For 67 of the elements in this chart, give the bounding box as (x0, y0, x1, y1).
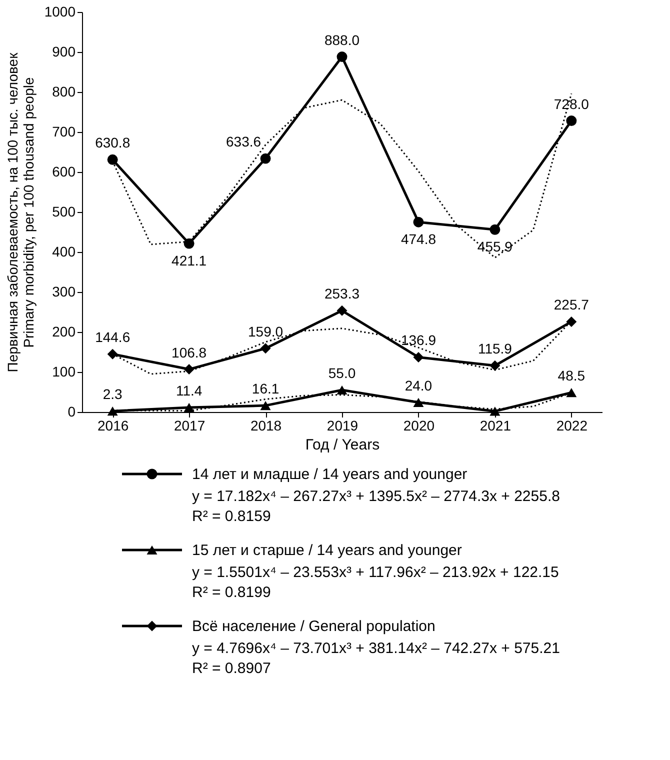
x-axis-title: Год / Years (305, 436, 380, 454)
data-label: 48.5 (558, 368, 586, 384)
x-tick-label: 2018 (250, 418, 282, 434)
point (260, 401, 271, 410)
point (260, 343, 271, 354)
data-label: 115.9 (478, 340, 512, 357)
y-tick-label: 600 (52, 164, 76, 180)
y-tick-label: 800 (52, 84, 76, 100)
text: R² = 0.8199 (192, 584, 271, 601)
point (107, 348, 118, 360)
point (413, 352, 424, 362)
y-tick-label: 500 (52, 204, 76, 220)
x-tick-label: 2020 (403, 418, 435, 434)
data-label: 633.6 (226, 134, 262, 150)
data-label: 24.0 (404, 377, 432, 394)
y-tick-label: 900 (52, 44, 76, 60)
legend-label: 15 лет и старше / 14 years and younger (192, 542, 462, 559)
point (566, 316, 577, 327)
point (413, 216, 424, 228)
data-label: 11.4 (176, 382, 202, 398)
y-tick-label: 0 (68, 404, 76, 420)
point (566, 388, 577, 398)
point (260, 153, 271, 164)
y-tick-label: 700 (52, 124, 76, 140)
data-label: 455.9 (477, 238, 513, 255)
y-tick-label: 1000 (44, 4, 76, 20)
text: y = 17.182x⁴ – 267.27x³ + 1395.5x² – 2774.3x + 2255.8 (192, 488, 560, 505)
text: R² = 0.8907 (192, 660, 271, 677)
x-tick-label: 2019 (326, 418, 358, 434)
point (336, 52, 348, 62)
data-label: 253.3 (324, 286, 360, 302)
point (490, 224, 500, 235)
y-tick-label: 200 (52, 324, 76, 340)
data-label: 144.6 (95, 329, 130, 346)
data-label: 16.1 (252, 380, 280, 397)
point (336, 305, 348, 316)
data-label: 2.3 (102, 386, 123, 402)
data-label: 630.8 (95, 134, 130, 151)
y-tick-label: 100 (52, 364, 76, 380)
data-label: 55.0 (328, 365, 356, 381)
data-label: 728.0 (554, 96, 590, 112)
x-tick-label: 2016 (98, 418, 129, 434)
y-axis-title: Первичная заболеваемость, на 100 тыс. человек Primary morbidity, per 100 thousand people (4, 52, 36, 372)
data-label: 888.0 (324, 32, 360, 48)
y-tick-label: 300 (52, 284, 76, 300)
x-tick-label: 2017 (174, 418, 206, 434)
legend-label: 14 лет и младше / 14 years and younger (192, 466, 468, 483)
x-tick-label: 2021 (480, 418, 512, 434)
x-tick-label: 2022 (556, 418, 588, 434)
text: R² = 0.8159 (192, 508, 271, 525)
point (336, 385, 348, 395)
y-tick-label: 400 (52, 244, 76, 260)
data-label: 159.0 (248, 323, 284, 340)
data-label: 136.9 (400, 332, 436, 348)
data-label: 225.7 (554, 296, 590, 313)
point (490, 360, 500, 371)
point (490, 406, 500, 416)
point (566, 116, 577, 126)
data-label: 421.1 (172, 252, 207, 269)
text: y = 4.7696x⁴ – 73.701x³ + 381.14x² – 742.27x + 575.21 (192, 640, 560, 657)
text: y = 1.5501x⁴ – 23.553x³ + 117.96x² – 213.92x + 122.15 (192, 564, 559, 581)
data-label: 106.8 (172, 344, 207, 360)
point (184, 364, 194, 375)
point (107, 154, 118, 165)
data-label: 474.8 (400, 231, 436, 248)
point (184, 238, 194, 249)
legend-label: Всё население / General population (192, 618, 436, 635)
